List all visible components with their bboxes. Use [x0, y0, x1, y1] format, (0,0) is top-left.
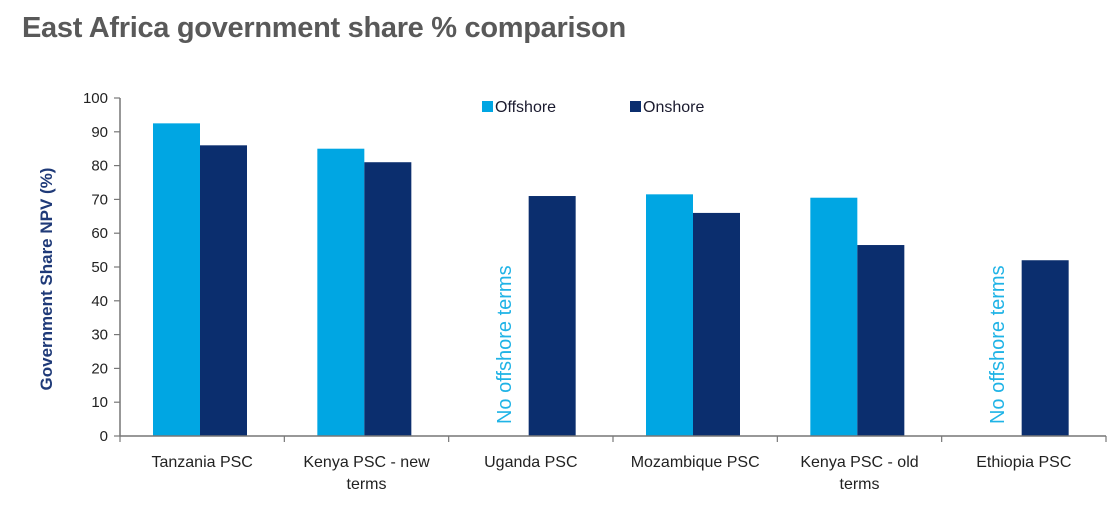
x-category-label: Kenya PSC - new terms	[303, 454, 430, 493]
legend-label-onshore: Onshore	[643, 99, 704, 116]
bar-onshore-5	[1021, 260, 1069, 436]
x-category-label: Kenya PSC - old terms	[800, 454, 918, 493]
bar-onshore-4	[857, 245, 905, 436]
legend-swatch-offshore	[482, 101, 493, 112]
y-tick-label: 100	[83, 90, 108, 107]
y-axis-label-group: Government Share NPV (%)	[37, 168, 56, 391]
x-categories: Tanzania PSC Kenya PSC - new terms Uganda P…	[119, 436, 1107, 493]
x-category-label: Uganda PSC	[484, 454, 577, 471]
y-tick-label: 50	[91, 259, 108, 276]
annotation-no-offshore-terms: No offshore terms	[494, 265, 516, 424]
bars	[153, 123, 1069, 436]
y-tick-label: 90	[91, 124, 108, 141]
legend-label-offshore: Offshore	[495, 99, 556, 116]
bar-onshore-3	[693, 212, 740, 436]
x-category-label: Ethiopia PSC	[976, 454, 1071, 471]
bar-onshore-2	[528, 196, 576, 436]
y-axis-label: Government Share NPV (%)	[37, 168, 56, 391]
y-tick-label: 10	[91, 394, 108, 411]
y-tick-label: 30	[91, 327, 108, 344]
bar-offshore-0	[153, 123, 200, 436]
axes	[119, 98, 1106, 437]
y-tick-label: 60	[91, 225, 108, 242]
x-category-label: Tanzania PSC	[151, 454, 252, 471]
legend-swatch-onshore	[630, 101, 641, 112]
x-category-label: Mozambique PSC	[631, 454, 760, 471]
annotation-no-offshore-terms: No offshore terms	[987, 265, 1009, 424]
y-ticks: 0 10 20 30 40 50 60 70 80 90 100	[83, 90, 120, 445]
bar-offshore-3	[646, 194, 693, 436]
bar-offshore-1	[317, 148, 365, 436]
y-tick-label: 40	[91, 293, 108, 310]
bar-onshore-0	[200, 145, 247, 436]
y-tick-label: 70	[91, 191, 108, 208]
legend: Offshore Onshore	[482, 99, 704, 116]
annotations: No offshore terms No offshore terms	[494, 265, 1009, 424]
chart-title: East Africa government share % compariso…	[22, 12, 626, 44]
y-tick-label: 0	[100, 428, 108, 445]
bar-offshore-4	[810, 197, 858, 436]
y-tick-label: 80	[91, 158, 108, 175]
bar-onshore-1	[364, 162, 412, 436]
y-tick-label: 20	[91, 360, 108, 377]
